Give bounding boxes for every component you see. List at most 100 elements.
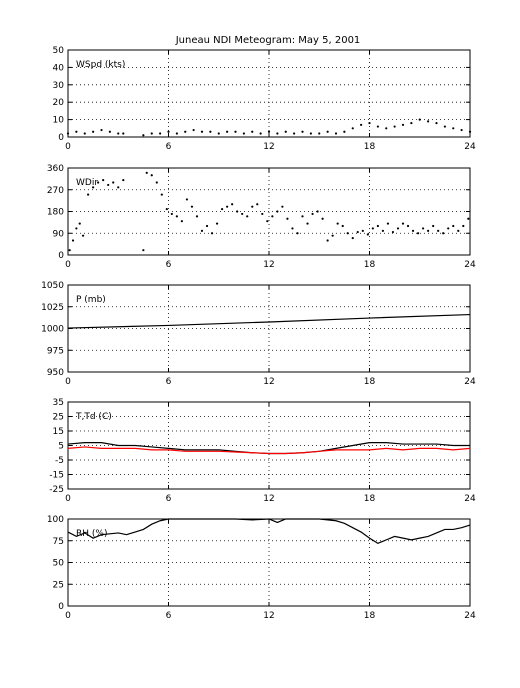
data-point [435,121,438,125]
data-point [190,205,194,208]
data-point [234,130,237,133]
data-point [170,212,173,216]
data-point [410,121,413,125]
y-tick-label: 270 [47,186,64,196]
y-tick-label: 25 [53,413,64,423]
data-point [376,125,379,128]
data-point [360,123,363,126]
data-point [92,186,95,189]
data-point [217,132,220,135]
y-tick-label: 10 [53,116,65,126]
y-tick-label: 100 [47,515,64,525]
data-point [447,227,450,230]
data-point [159,132,162,135]
y-tick-label: 35 [53,398,64,408]
data-point [341,224,344,228]
y-tick-label: 30 [53,81,65,91]
data-point [71,239,75,242]
x-tick-label: 6 [166,142,172,152]
data-point [361,229,364,232]
data-point [371,227,374,230]
data-point [422,227,425,230]
data-point [276,210,279,213]
data-point [184,130,187,133]
data-point [266,220,269,223]
y-tick-label: 0 [58,251,64,261]
data-point [185,198,189,201]
data-point [286,217,289,220]
data-point [256,203,259,206]
data-point [368,121,371,125]
data-point [97,181,100,184]
y-tick-label: 180 [47,208,64,218]
data-point [241,212,244,216]
panel-label: WDir [76,178,98,188]
data-point [78,222,81,225]
y-tick-label: 1050 [41,281,64,291]
data-point [160,193,163,196]
data-point [376,224,379,228]
data-point [276,132,279,135]
y-tick-label: 50 [53,559,65,569]
x-tick-label: 12 [263,611,274,621]
data-point [195,215,199,218]
data-point [215,222,219,225]
data-point [200,130,204,133]
data-point [180,220,183,223]
data-point [467,217,470,220]
y-tick-label: 25 [53,580,64,590]
y-tick-label: -5 [55,456,64,466]
data-point [293,132,296,135]
x-tick-label: 0 [65,260,71,270]
data-point [83,132,86,135]
x-tick-label: 0 [65,611,71,621]
data-point [108,130,111,133]
data-point [155,181,158,184]
data-point [401,222,405,225]
data-point [167,130,170,133]
y-tick-label: 15 [53,427,64,437]
x-tick-label: 24 [464,142,476,152]
panel-pres: 950 975 1000 1025 1050 0 6 12 18 24 P (mb) [41,281,476,387]
y-tick-label: 1000 [41,325,64,335]
data-point [75,130,78,133]
data-point [175,215,178,218]
data-point [68,249,71,252]
data-point [326,239,329,242]
data-point [468,130,472,133]
data-point [321,217,324,220]
panel-rh: 0 25 50 75 100 0 6 12 18 24 RH (%) [47,515,476,621]
series-line-1 [67,446,471,455]
data-point [122,178,125,182]
y-tick-label: 20 [53,98,65,108]
x-tick-label: 12 [263,260,274,270]
data-point [175,132,178,135]
data-point [209,130,212,133]
data-point [200,229,204,232]
data-point [306,222,309,225]
panel-wspd: 0 10 20 30 40 50 0 6 12 18 24 WSpd (kts) [53,46,476,152]
y-tick-label: 0 [58,133,64,143]
data-point [301,215,304,218]
data-point [226,130,229,133]
data-point [92,130,95,133]
data-point [142,249,145,252]
x-tick-label: 18 [364,611,376,621]
y-tick-label: 975 [47,346,64,356]
data-point [251,130,254,133]
data-point [251,205,254,208]
x-tick-label: 12 [263,494,274,504]
x-tick-label: 12 [263,142,274,152]
x-tick-label: 18 [364,494,376,504]
data-point [351,127,354,130]
data-point [66,132,70,135]
data-point [452,224,455,228]
data-point [326,130,329,133]
x-tick-label: 6 [166,260,172,270]
y-tick-label: 75 [53,537,64,547]
data-point [102,178,105,182]
data-point [418,118,421,121]
data-point [356,230,359,234]
